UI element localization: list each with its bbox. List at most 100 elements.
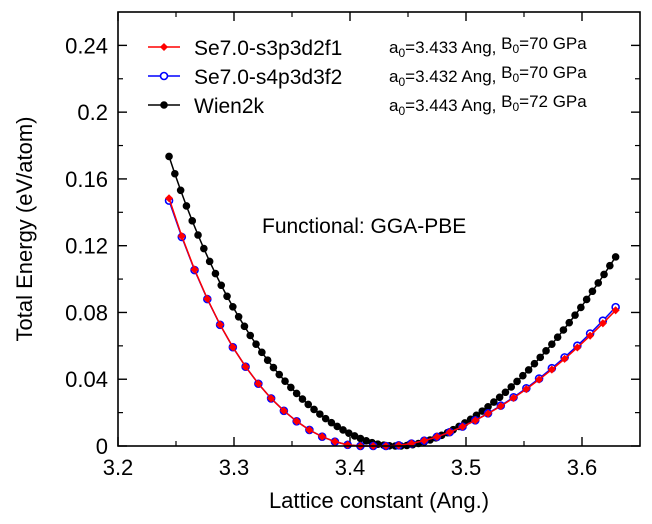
data-point bbox=[263, 356, 272, 365]
data-point bbox=[292, 389, 301, 398]
data-point bbox=[445, 428, 454, 437]
data-point bbox=[495, 393, 504, 402]
data-point bbox=[205, 257, 214, 266]
tick-labels: 3.2 3.3 3.4 3.5 3.6 0 0.04 0.08 0.12 0.16 0.2 0.24 bbox=[65, 33, 597, 480]
data-point bbox=[600, 270, 608, 279]
data-point bbox=[241, 362, 250, 371]
data-point bbox=[234, 313, 243, 321]
data-point bbox=[339, 426, 347, 434]
data-point bbox=[542, 347, 550, 355]
fit-param-a-sub: 0 bbox=[398, 104, 405, 118]
fit-param-a-val: =3.433 Ang, bbox=[405, 38, 501, 57]
data-point bbox=[548, 340, 556, 348]
data-point bbox=[240, 322, 249, 331]
y-tick-label: 0.08 bbox=[65, 300, 108, 325]
legend-entry: Se7.0-s3p3d2f1 a0=3.433 Ang, B0=70 GPa bbox=[148, 34, 587, 60]
y-tick-label: 0.16 bbox=[65, 167, 108, 192]
fit-param-a-val: =3.432 Ang, bbox=[405, 67, 501, 86]
fit-param-b-val: =72 GPa bbox=[519, 92, 587, 111]
data-point bbox=[318, 432, 327, 441]
data-point bbox=[216, 320, 225, 329]
data-point bbox=[611, 253, 620, 261]
data-point bbox=[582, 295, 591, 304]
legend-swatch-marker bbox=[159, 71, 169, 81]
data-point bbox=[490, 398, 498, 406]
data-point bbox=[530, 359, 539, 368]
data-point bbox=[203, 294, 212, 303]
legend: Se7.0-s3p3d2f1 a0=3.433 Ang, B0=70 GPaSe7… bbox=[148, 34, 587, 118]
data-point bbox=[594, 279, 603, 287]
data-point bbox=[190, 265, 199, 274]
fit-param-a-sym: a bbox=[389, 38, 399, 57]
fit-param-b-sym: B bbox=[501, 92, 512, 111]
data-point bbox=[176, 186, 185, 195]
data-point bbox=[254, 379, 263, 388]
data-point bbox=[177, 232, 186, 241]
data-point bbox=[171, 169, 179, 178]
data-point bbox=[471, 416, 480, 425]
data-point bbox=[458, 422, 467, 431]
fit-param-a-sym: a bbox=[389, 96, 399, 115]
legend-label: Se7.0-s3p3d2f1 bbox=[194, 37, 342, 60]
data-point bbox=[267, 394, 276, 403]
data-point bbox=[304, 400, 313, 409]
legend-swatch-marker bbox=[160, 101, 168, 109]
data-point bbox=[496, 402, 505, 411]
data-point bbox=[553, 333, 562, 341]
fit-param-a-sym: a bbox=[389, 67, 399, 86]
x-tick-label: 3.2 bbox=[103, 455, 134, 480]
data-point bbox=[279, 406, 288, 415]
legend-label: Se7.0-s4p3d3f2 bbox=[194, 66, 342, 89]
x-tick-label: 3.4 bbox=[335, 455, 366, 480]
data-point bbox=[292, 417, 301, 426]
data-point bbox=[281, 377, 289, 386]
data-point bbox=[560, 354, 569, 363]
data-point bbox=[535, 375, 544, 384]
fit-param-a-sub: 0 bbox=[398, 75, 405, 89]
data-point bbox=[547, 365, 556, 374]
legend-fit-parameters: a0=3.433 Ang, B0=70 GPa bbox=[389, 34, 587, 60]
data-point bbox=[484, 409, 493, 418]
data-point bbox=[501, 388, 510, 397]
data-point bbox=[565, 318, 574, 327]
fit-param-b-sub: 0 bbox=[512, 42, 519, 56]
data-point bbox=[246, 331, 255, 340]
data-point bbox=[305, 425, 314, 434]
data-point bbox=[182, 202, 191, 210]
data-point bbox=[165, 152, 173, 161]
legend-label: Wien2k bbox=[194, 95, 265, 118]
y-tick-label: 0.12 bbox=[65, 234, 108, 259]
data-point bbox=[420, 436, 429, 445]
x-tick-label: 3.6 bbox=[567, 455, 598, 480]
data-point bbox=[217, 281, 226, 290]
data-point bbox=[588, 287, 597, 296]
data-point bbox=[327, 418, 336, 427]
data-point bbox=[194, 231, 202, 239]
data-point bbox=[228, 343, 237, 352]
data-point bbox=[432, 432, 442, 441]
fit-param-b-sub: 0 bbox=[512, 100, 519, 114]
fit-param-a-val: =3.443 Ang, bbox=[405, 96, 501, 115]
fit-param-b-val: =70 GPa bbox=[519, 34, 587, 53]
data-point bbox=[211, 269, 220, 278]
data-point bbox=[287, 383, 295, 392]
data-point bbox=[200, 244, 208, 253]
data-point bbox=[275, 370, 284, 379]
data-point bbox=[519, 371, 527, 380]
data-point bbox=[316, 410, 324, 418]
fit-param-b-sym: B bbox=[501, 34, 512, 53]
data-point bbox=[586, 331, 595, 340]
fit-param-a-sub: 0 bbox=[398, 46, 405, 60]
data-point bbox=[298, 395, 307, 403]
data-point bbox=[559, 326, 568, 334]
data-point bbox=[571, 311, 579, 319]
data-point bbox=[606, 261, 614, 270]
data-point bbox=[598, 319, 607, 328]
data-point bbox=[611, 306, 620, 315]
data-point bbox=[509, 393, 518, 402]
data-point bbox=[536, 353, 545, 362]
functional-annotation: Functional: GGA-PBE bbox=[262, 215, 466, 238]
y-tick-label: 0 bbox=[96, 434, 108, 459]
data-point bbox=[310, 405, 318, 414]
data-point bbox=[223, 292, 231, 301]
